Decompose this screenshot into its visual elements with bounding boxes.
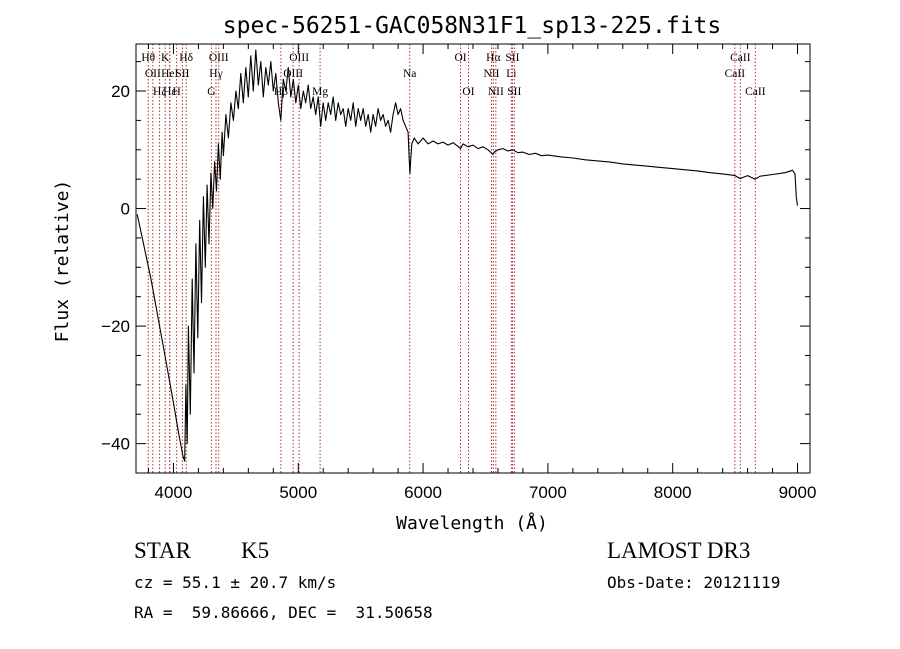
y-tick-label: 0: [121, 200, 130, 219]
spectral-line-label: Hδ: [179, 52, 193, 64]
spectral-line-markers: HθOIIHζKHeIHεHHδSIIGHγOIIIHβOIIIOIIIMgNa…: [141, 44, 766, 473]
spectral-line-label: CaII: [725, 68, 746, 80]
spectral-line-label: HeI: [161, 68, 178, 80]
x-tick-label: 4000: [155, 483, 193, 502]
spectral-line-label: SII: [505, 52, 519, 64]
spectral-line-label: H: [173, 86, 181, 98]
coordinates-text: RA = 59.86666, DEC = 31.50658: [134, 603, 433, 622]
spectrum-series: [136, 49, 799, 462]
spectral-line-label: OI: [454, 52, 466, 64]
y-axis-label: Flux (relative): [52, 180, 73, 343]
spectral-line-label: Mg: [312, 86, 328, 98]
obs-date-text: Obs-Date: 20121119: [607, 573, 781, 592]
x-axis-label: Wavelength (Å): [396, 512, 548, 534]
spectral-line-label: G: [207, 86, 215, 98]
axes: 4000 5000 6000 7000 8000 9000 −40 −20 0 20: [101, 44, 816, 502]
spectral-line-label: Hε: [163, 86, 176, 98]
plot-frame: [135, 43, 811, 474]
spectral-line-label: CaII: [730, 52, 751, 64]
y-tick-label: 20: [111, 82, 130, 101]
y-tick-label: −20: [101, 317, 130, 336]
spectral-line-label: OIII: [209, 52, 229, 64]
y-tick-label: −40: [101, 435, 130, 454]
spectral-line-label: OIII: [283, 68, 303, 80]
spectral-line-label: Hα: [486, 52, 500, 64]
spectral-line-label: Li: [506, 68, 516, 80]
x-tick-label: 8000: [654, 483, 692, 502]
spectral-line-label: OII: [145, 68, 161, 80]
survey-label: LAMOST DR3: [607, 538, 751, 563]
spectral-line-label: K: [161, 52, 170, 64]
star-subclass-label: K5: [241, 538, 270, 563]
spectral-line-label: SII: [507, 86, 521, 98]
star-class-label: STAR: [134, 538, 191, 563]
spectral-line-label: Hζ: [153, 86, 166, 98]
spectral-line-label: Hθ: [141, 52, 155, 64]
x-tick-label: 7000: [529, 483, 567, 502]
spectral-line-label: NII: [483, 68, 499, 80]
chart-title: spec-56251-GAC058N31F1_sp13-225.fits: [223, 13, 722, 39]
spectral-line-label: Na: [403, 68, 416, 80]
spectral-line-label: OI: [462, 86, 474, 98]
x-tick-label: 5000: [279, 483, 317, 502]
spectrum-line: [136, 49, 799, 462]
x-tick-label: 9000: [779, 483, 817, 502]
spectral-line-label: CaII: [745, 86, 766, 98]
spectral-line-label: Hγ: [209, 68, 222, 80]
redshift-text: cz = 55.1 ± 20.7 km/s: [134, 573, 337, 592]
spectral-line-label: NII: [488, 86, 504, 98]
spectral-line-label: SII: [175, 68, 189, 80]
x-tick-label: 6000: [404, 483, 442, 502]
spectral-line-label: OIII: [289, 52, 309, 64]
